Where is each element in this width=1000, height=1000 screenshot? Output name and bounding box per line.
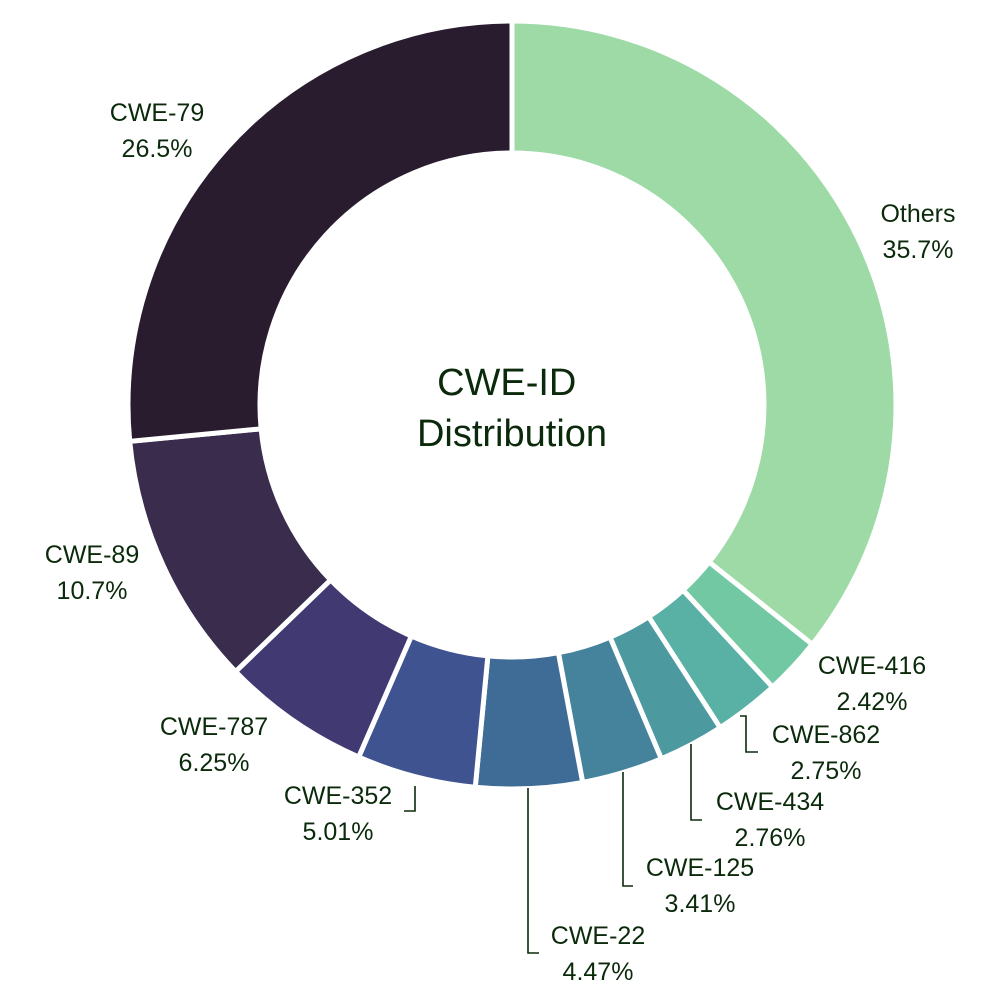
leader-line-cwe-352 [404, 786, 416, 812]
slice-label-cwe-787: CWE-787 6.25% [160, 713, 268, 777]
slice-label-name: CWE-22 [551, 922, 645, 950]
slice-label-value: 2.76% [735, 824, 806, 852]
leader-line-cwe-125 [622, 772, 633, 887]
slice-label-value: 10.7% [57, 577, 128, 605]
chart-title-line-2: Distribution [417, 413, 607, 455]
slice-others [509, 18, 899, 648]
slice-label-value: 2.75% [791, 757, 862, 785]
slice-label-value: 6.25% [179, 749, 250, 777]
slice-label-cwe-352: CWE-352 5.01% [284, 782, 392, 846]
slice-label-others: Others 35.7% [880, 200, 955, 264]
slice-label-name: Others [880, 200, 955, 228]
chart-title: CWE-ID Distribution [417, 362, 607, 455]
slice-label-value: 5.01% [303, 818, 374, 846]
chart-title-line-1: CWE-ID [437, 362, 576, 404]
slice-label-name: CWE-787 [160, 713, 268, 741]
slice-label-name: CWE-125 [646, 854, 754, 882]
slice-label-name: CWE-416 [818, 652, 926, 680]
slice-label-cwe-125: CWE-125 3.41% [646, 854, 754, 918]
slices-layer [125, 18, 899, 792]
slice-labels-layer: Others 35.7% CWE-416 2.42% CWE-862 2.75% CWE-4… [45, 99, 956, 986]
slice-cwe-79 [125, 18, 515, 445]
slice-label-value: 3.41% [665, 890, 736, 918]
slice-label-name: CWE-89 [45, 541, 139, 569]
slice-label-cwe-22: CWE-22 4.47% [551, 922, 645, 986]
slice-label-value: 26.5% [122, 135, 193, 163]
slice-label-value: 2.42% [837, 688, 908, 716]
slice-label-name: CWE-352 [284, 782, 392, 810]
leader-lines-layer [404, 715, 758, 954]
slice-label-value: 4.47% [563, 958, 634, 986]
slice-label-name: CWE-434 [716, 788, 824, 816]
slice-label-cwe-416: CWE-416 2.42% [818, 652, 926, 716]
leader-line-cwe-22 [527, 788, 539, 954]
slice-label-cwe-862: CWE-862 2.75% [772, 721, 880, 785]
slice-label-cwe-79: CWE-79 26.5% [110, 99, 204, 163]
slice-label-name: CWE-79 [110, 99, 204, 127]
leader-line-cwe-862 [740, 715, 758, 753]
slice-label-value: 35.7% [883, 236, 954, 264]
slice-label-cwe-89: CWE-89 10.7% [45, 541, 139, 605]
slice-label-name: CWE-862 [772, 721, 880, 749]
slice-label-cwe-434: CWE-434 2.76% [716, 788, 824, 852]
leader-line-cwe-434 [690, 744, 702, 821]
